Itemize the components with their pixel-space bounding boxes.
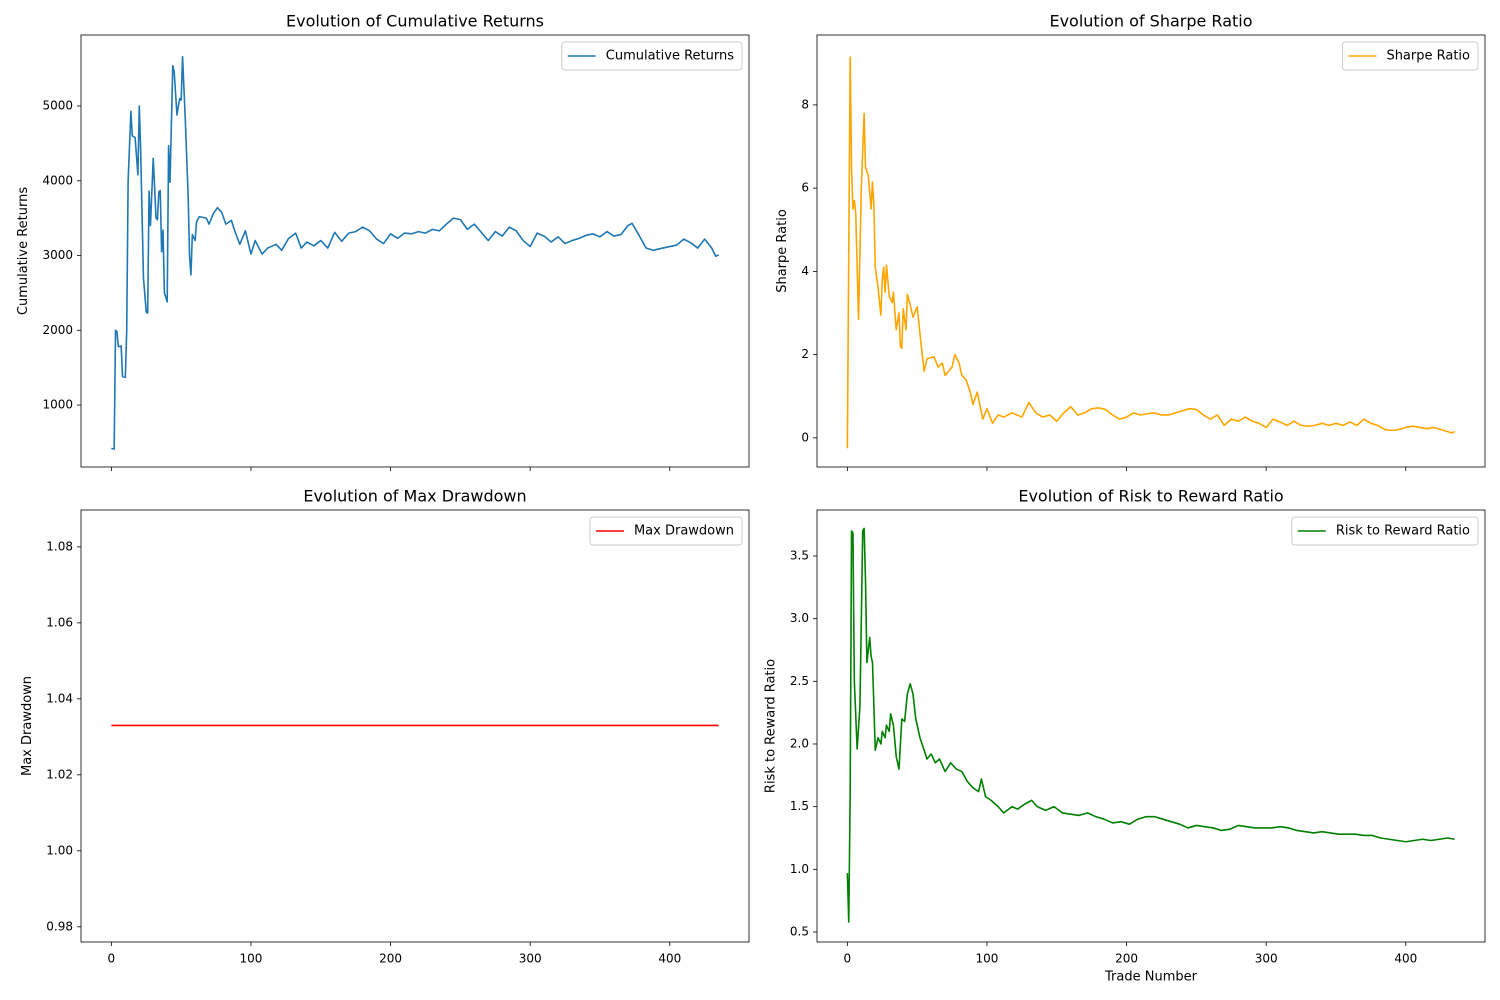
y-tick-label: 2.5 [790,674,809,688]
y-axis-label: Sharpe Ratio [775,209,790,293]
y-axis-label: Cumulative Returns [16,187,31,315]
y-tick-label: 0.98 [46,919,73,933]
y-tick-label: 1.06 [46,615,73,629]
legend: Max Drawdown [589,516,743,546]
x-tick-label: 100 [976,952,999,966]
subplot: Evolution of Sharpe Ratio 0 2 4 6 8 Sharpe Rat… [775,12,1486,471]
x-tick-label: 400 [1394,952,1417,966]
x-tick-label: 0 [844,952,852,966]
subplot-title: Evolution of Risk to Reward Ratio [1018,487,1283,506]
x-axis-label: Trade Number [1104,970,1198,985]
series-line [111,55,720,450]
y-tick-label: 4000 [42,173,73,187]
y-tick-label: 3.5 [790,548,809,562]
y-tick-label: 1.00 [46,843,73,857]
y-tick-label: 1.5 [790,799,809,813]
y-tick-label: 1.04 [46,691,73,705]
y-tick-label: 1.0 [790,862,809,876]
y-tick-label: 4 [801,264,809,278]
y-tick-label: 3.0 [790,611,809,625]
legend: Cumulative Returns [561,41,743,71]
legend-box [589,516,743,546]
y-tick-label: 0 [801,430,809,444]
subplot-title: Evolution of Max Drawdown [303,487,526,506]
axes-frame [816,509,1486,943]
y-tick-label: 1.02 [46,767,73,781]
y-axis-label: Risk to Reward Ratio [763,659,778,793]
x-tick-label: 0 [108,952,116,966]
legend-label: Risk to Reward Ratio [1336,524,1470,539]
subplot: Evolution of Max Drawdown 0 100 200 300 400 0.… [20,487,750,966]
subplot: Evolution of Risk to Reward Ratio 0 100 200… [763,487,1486,985]
legend-box [561,41,743,71]
subplot-title: Evolution of Sharpe Ratio [1049,12,1252,31]
x-tick-label: 300 [1255,952,1278,966]
y-tick-label: 1000 [42,398,73,412]
y-tick-label: 2.0 [790,736,809,750]
axes-frame [816,34,1486,468]
legend: Sharpe Ratio [1341,41,1479,71]
axes-frame [80,34,750,468]
axes-frame [80,509,750,943]
y-tick-label: 6 [801,181,809,195]
legend-label: Max Drawdown [634,524,734,539]
y-tick-label: 5000 [42,99,73,113]
y-tick-label: 2000 [42,323,73,337]
y-axis-label: Max Drawdown [20,676,35,776]
y-tick-label: 2 [801,347,809,361]
legend-box [1341,41,1479,71]
x-tick-label: 400 [658,952,681,966]
y-tick-label: 1.08 [46,539,73,553]
y-tick-label: 3000 [42,248,73,262]
x-tick-label: 100 [240,952,263,966]
legend-label: Sharpe Ratio [1386,49,1470,64]
subplot: Evolution of Cumulative Returns 1000 2000 3… [16,12,750,471]
y-tick-label: 0.5 [790,924,809,938]
legend-box [1291,516,1479,546]
legend-label: Cumulative Returns [606,49,734,64]
x-tick-label: 300 [519,952,542,966]
legend: Risk to Reward Ratio [1291,516,1479,546]
subplot-title: Evolution of Cumulative Returns [286,12,544,31]
x-tick-label: 200 [379,952,402,966]
y-tick-label: 8 [801,97,809,111]
x-tick-label: 200 [1115,952,1138,966]
series-line [846,56,1455,449]
series-line [846,527,1455,923]
